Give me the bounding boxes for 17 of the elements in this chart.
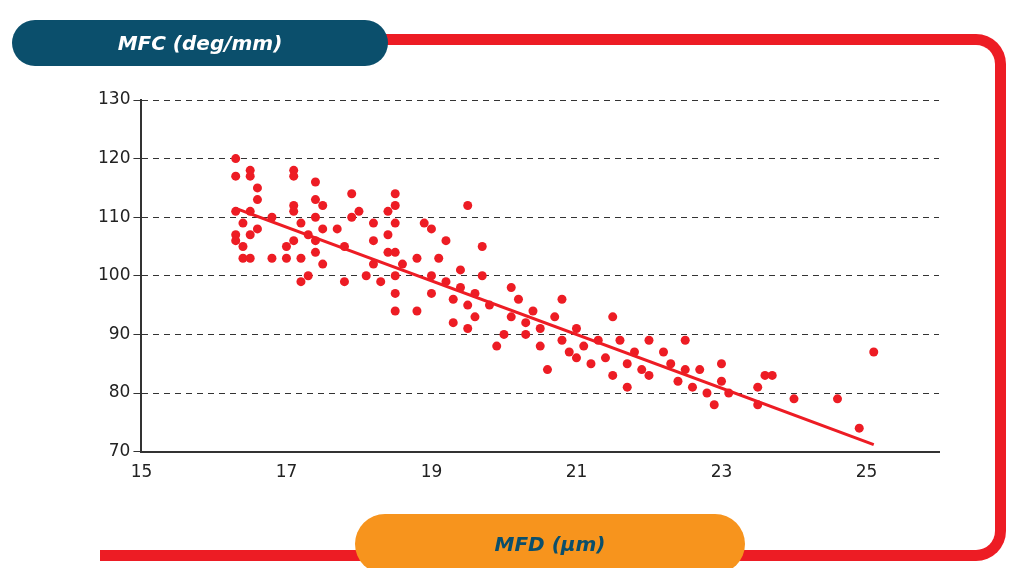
y-axis-title: MFC (deg/mm) [117, 31, 283, 55]
x-axis-title: MFD (µm) [494, 532, 606, 556]
x-tick-label: 19 [420, 461, 443, 482]
y-tick-label: 90 [108, 322, 131, 343]
x-tick-label: 23 [710, 461, 733, 482]
y-tick-label: 130 [97, 88, 131, 109]
y-tick-label: 80 [108, 381, 131, 402]
y-tick-label: 100 [97, 264, 131, 285]
x-tick-label: 15 [130, 461, 153, 482]
y-tick-label: 110 [97, 205, 131, 226]
x-tick-label: 21 [565, 461, 588, 482]
y-tick-label: 120 [97, 147, 131, 168]
label-pill: MFD (µm) [355, 514, 745, 568]
label-pill: MFC (deg/mm) [12, 20, 388, 66]
y-tick-label: 70 [108, 440, 131, 461]
x-tick-label: 17 [275, 461, 298, 482]
x-tick-label: 25 [855, 461, 878, 482]
